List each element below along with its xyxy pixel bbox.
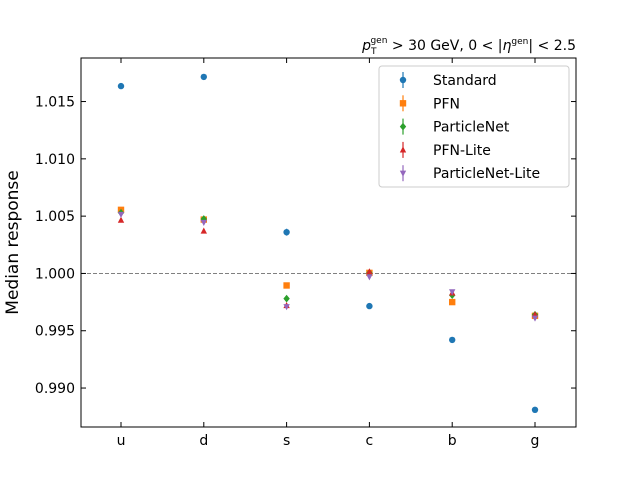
title-p-sup: gen — [370, 36, 387, 46]
legend-label: Standard — [433, 73, 497, 89]
data-point — [283, 228, 290, 236]
legend-marker — [399, 100, 407, 107]
title-end: | < 2.5 — [528, 38, 576, 54]
legend-box — [378, 65, 570, 188]
legend-marker — [399, 146, 407, 153]
y-tick-label: 0.995 — [35, 324, 75, 340]
y-tick-label: 1.010 — [35, 152, 75, 168]
x-tick-label: g — [531, 433, 540, 449]
data-point — [283, 304, 290, 311]
data-point — [366, 268, 373, 275]
data-point — [531, 406, 539, 414]
series-pfn-lite — [117, 216, 539, 318]
data-point — [449, 289, 456, 296]
title-eta: η — [503, 38, 512, 54]
data-point — [531, 315, 539, 322]
y-axis-label: Median response — [3, 170, 23, 314]
legend-item: Standard — [399, 72, 497, 89]
title-eta-sup: gen — [511, 37, 528, 47]
legend-label: PFN-Lite — [433, 143, 491, 159]
data-point — [200, 219, 207, 226]
y-tick-label: 1.005 — [35, 209, 75, 225]
y-tick-label: 1.015 — [35, 95, 75, 111]
data-point — [283, 282, 290, 289]
chart-title: pTgen > 30 GeV, 0 < |ηgen| < 2.5 — [361, 36, 576, 57]
data-point — [283, 294, 290, 303]
title-mid: > 30 GeV, 0 < | — [387, 38, 502, 54]
title-p: p — [361, 38, 371, 54]
data-point — [117, 211, 125, 218]
legend-label: PFN — [433, 96, 460, 112]
series-standard — [117, 73, 539, 414]
data-point — [366, 274, 373, 281]
x-tick-label: c — [366, 433, 374, 449]
legend-marker — [399, 170, 407, 177]
x-tick-label: b — [448, 433, 457, 449]
title-p-sub: T — [370, 47, 377, 57]
plot-frame — [80, 57, 577, 428]
legend-item: ParticleNet — [399, 118, 510, 136]
legend-label: ParticleNet-Lite — [433, 166, 540, 182]
data-point — [117, 216, 125, 223]
data-point — [200, 73, 207, 81]
data-point — [366, 302, 373, 310]
series-particlenet — [117, 208, 539, 319]
legend-item: PFN — [399, 95, 460, 112]
x-tick-label: u — [117, 433, 126, 449]
legend-label: ParticleNet — [433, 120, 510, 136]
series-particlenet-lite — [117, 211, 539, 322]
y-tick-label: 1.000 — [35, 266, 75, 282]
data-point — [449, 336, 456, 344]
legend-marker — [399, 76, 407, 84]
legend: Standard PFN ParticleNet PFN-Lite ParticleNe… — [378, 65, 570, 188]
data-point — [449, 298, 456, 306]
data-point — [200, 227, 207, 234]
legend-marker — [399, 122, 407, 131]
series-pfn — [117, 206, 539, 320]
legend-item: PFN-Lite — [399, 141, 491, 159]
x-tick-label: s — [283, 433, 290, 449]
x-tick-label: d — [199, 433, 208, 449]
y-tick-label: 0.990 — [35, 381, 75, 397]
data-point — [117, 82, 125, 90]
legend-item: ParticleNet-Lite — [399, 165, 540, 182]
